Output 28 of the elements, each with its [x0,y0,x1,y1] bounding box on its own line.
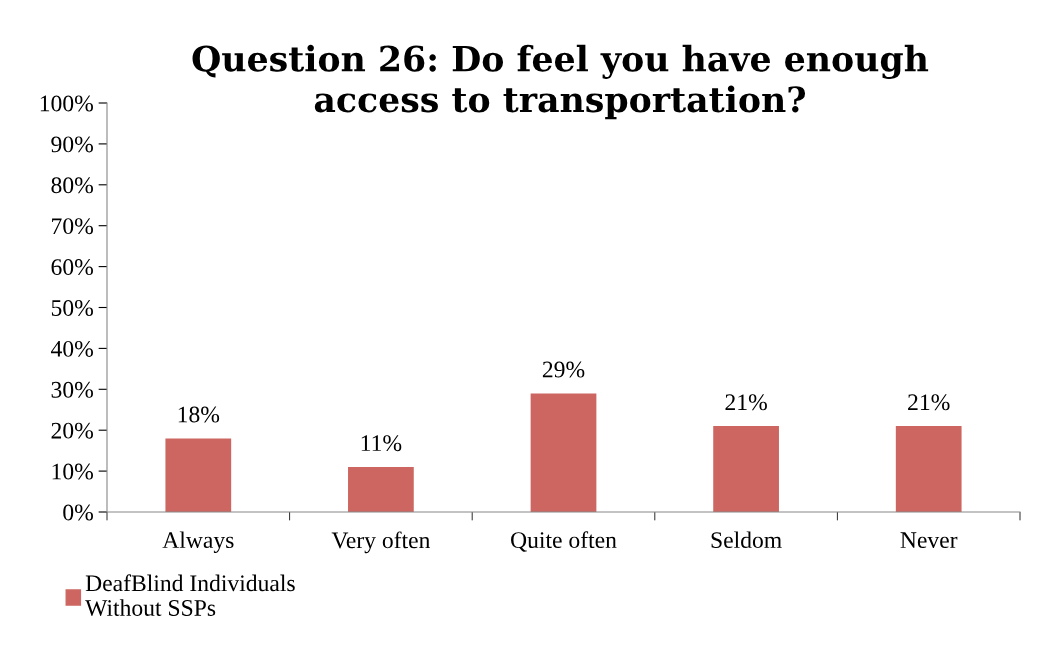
data-label: 11% [361,435,402,452]
y-tick-label: 40% [50,340,93,357]
y-tick-label: 100% [40,95,93,112]
data-label: 21% [908,394,950,411]
x-tick-label: Never [900,532,958,549]
chart-title: Question 26: Do feel you have enough access to transportation? [192,44,929,120]
y-tick-label: 90% [51,136,93,153]
y-tick-label: 80% [51,177,93,194]
y-tick-label: 70% [52,218,93,235]
bar [165,438,232,512]
y-tick-label: 30% [51,381,93,398]
bar [713,426,779,512]
bar [530,393,597,512]
x-tick-label: Always [162,531,234,553]
bar [348,467,414,512]
data-label: 18% [178,406,220,423]
y-tick-label: 0% [63,504,93,521]
y-tick-label: 20% [51,422,93,439]
data-label: 21% [725,394,767,411]
x-tick-label: Quite often [511,531,617,552]
bar [895,426,962,512]
data-label: 29% [542,361,585,378]
legend-label: DeafBlind Individuals Without SSPs [85,574,295,617]
y-tick-label: 60% [51,259,93,276]
x-tick-label: Very often [331,531,431,554]
x-tick-label: Seldom [711,531,782,549]
y-tick-label: 10% [52,463,93,480]
y-tick-label: 50% [51,299,93,316]
